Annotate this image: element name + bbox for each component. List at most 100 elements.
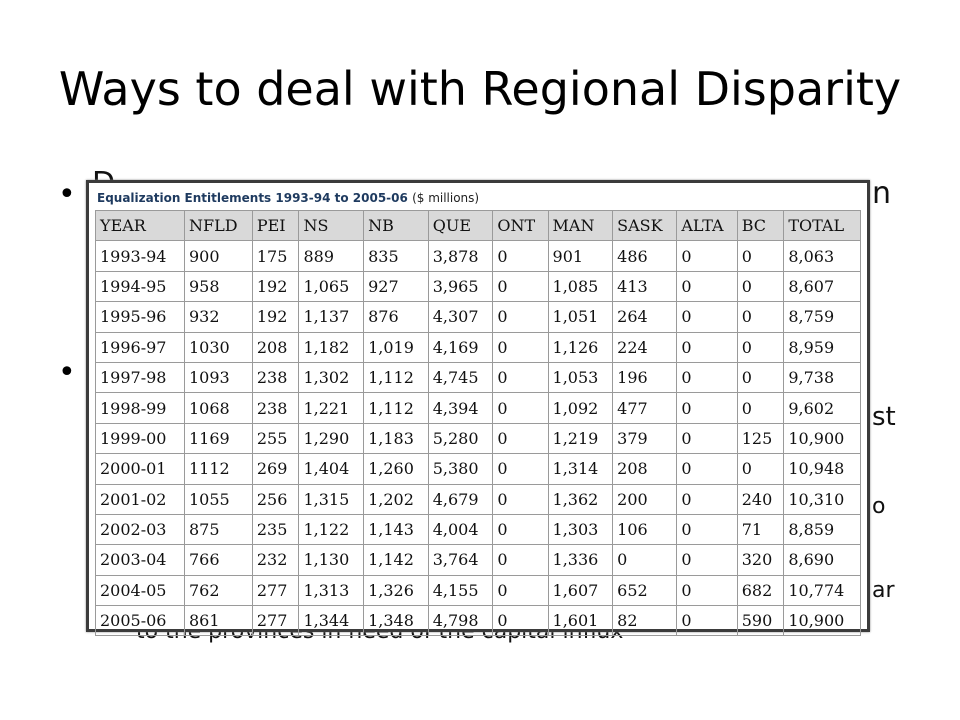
table-row: 1995-96 932 192 1,137 876 4,307 0 1,051 264 0 0 8,7…	[95, 301, 861, 333]
table-row: 2005-06 861 277 1,344 1,348 4,798 0 1,601 82 0 590…	[95, 605, 861, 637]
table-cell: 8,759	[783, 301, 861, 333]
column-header-alta: ALTA	[676, 209, 738, 242]
table-cell: 1,302	[298, 361, 365, 394]
table-cell: 1,065	[298, 270, 365, 303]
table-cell: 2002-03	[95, 513, 185, 546]
table-cell: 0	[736, 331, 785, 363]
table-cell: 682	[736, 574, 785, 607]
column-header-total: TOTAL	[783, 209, 861, 242]
table-cell: 71	[736, 513, 785, 546]
table-cell: 0	[676, 453, 738, 485]
table-cell: 9,602	[783, 392, 861, 424]
table-cell: 652	[612, 574, 678, 607]
table-cell: 256	[251, 483, 300, 515]
table-cell: 0	[736, 301, 785, 333]
table-cell: 0	[676, 361, 738, 394]
table-cell: 4,004	[427, 513, 494, 546]
table-row: 1999-00 1169 255 1,290 1,183 5,280 0 1,219 379 0 1…	[95, 422, 861, 455]
table-cell: 1169	[183, 422, 253, 455]
table-cell: 0	[676, 574, 738, 607]
table-cell: 590	[736, 605, 785, 637]
table-cell: 255	[251, 422, 300, 455]
table-cell: 0	[676, 513, 738, 546]
table-row: 2003-04 766 232 1,130 1,142 3,764 0 1,336 0 0 320 8…	[95, 544, 861, 576]
table-cell: 9,738	[783, 361, 861, 394]
table-cell: 0	[492, 331, 549, 363]
table-caption-title: Equalization Entitlements 1993-94 to 200…	[97, 191, 408, 205]
table-cell: 0	[736, 361, 785, 394]
obscured-text-frag-3: ar	[872, 578, 895, 603]
column-header-year: YEAR	[95, 209, 185, 242]
table-cell: 240	[736, 483, 785, 515]
table-cell: 4,394	[427, 392, 494, 424]
table-cell: 269	[251, 453, 300, 485]
table-cell: 1,142	[363, 544, 429, 576]
table-cell: 0	[676, 483, 738, 515]
table-cell: 0	[736, 392, 785, 424]
table-cell: 10,310	[783, 483, 861, 515]
table-cell: 1,126	[547, 331, 614, 363]
table-cell: 0	[736, 453, 785, 485]
table-cell: 10,774	[783, 574, 861, 607]
table-cell: 1998-99	[95, 392, 185, 424]
table-cell: 1112	[183, 453, 253, 485]
table-cell: 1,219	[547, 422, 614, 455]
table-cell: 238	[251, 361, 300, 394]
table-cell: 1994-95	[95, 270, 185, 303]
table-cell: 3,764	[427, 544, 494, 576]
column-header-ns: NS	[298, 209, 365, 242]
table-cell: 0	[676, 270, 738, 303]
table-cell: 0	[492, 513, 549, 546]
table-cell: 413	[612, 270, 678, 303]
table-row: 1996-97 1030 208 1,182 1,019 4,169 0 1,126 224 0 0…	[95, 331, 861, 363]
table-cell: 3,965	[427, 270, 494, 303]
table-cell: 1,314	[547, 453, 614, 485]
table-cell: 238	[251, 392, 300, 424]
column-header-que: QUE	[427, 209, 494, 242]
column-header-ont: ONT	[492, 209, 549, 242]
table-cell: 235	[251, 513, 300, 546]
table-cell: 10,900	[783, 422, 861, 455]
table-cell: 1,122	[298, 513, 365, 546]
table-cell: 0	[676, 392, 738, 424]
column-header-nfld: NFLD	[183, 209, 253, 242]
table-cell: 196	[612, 361, 678, 394]
table-cell: 224	[612, 331, 678, 363]
table-cell: 2001-02	[95, 483, 185, 515]
table-cell: 1,290	[298, 422, 365, 455]
table-cell: 1,348	[363, 605, 429, 637]
table-cell: 1055	[183, 483, 253, 515]
table-cell: 208	[251, 331, 300, 363]
table-cell: 1093	[183, 361, 253, 394]
table-cell: 477	[612, 392, 678, 424]
table-cell: 82	[612, 605, 678, 637]
column-header-bc: BC	[736, 209, 785, 242]
slide-title: Ways to deal with Regional Disparity	[58, 62, 902, 116]
table-row: 1998-99 1068 238 1,221 1,112 4,394 0 1,092 477 0 0…	[95, 392, 861, 424]
table-cell: 1,092	[547, 392, 614, 424]
table-cell: 10,900	[783, 605, 861, 637]
table-cell: 0	[492, 453, 549, 485]
table-header-row: YEAR NFLD PEI NS NB QUE ONT MAN SASK ALTA BC TOTAL	[95, 209, 861, 242]
table-cell: 875	[183, 513, 253, 546]
table-row: 1993-94 900 175 889 835 3,878 0 901 486 0 0 8,063	[95, 240, 861, 272]
table-cell: 1997-98	[95, 361, 185, 394]
table-cell: 889	[298, 240, 365, 272]
table-cell: 1,130	[298, 544, 365, 576]
bullet-1: •	[58, 177, 76, 212]
table-cell: 0	[492, 605, 549, 637]
table-cell: 0	[492, 574, 549, 607]
table-cell: 208	[612, 453, 678, 485]
equalization-table-image: Equalization Entitlements 1993-94 to 200…	[86, 180, 870, 637]
table-cell: 0	[676, 331, 738, 363]
column-header-sask: SASK	[612, 209, 678, 242]
table-cell: 0	[676, 544, 738, 576]
table-cell: 232	[251, 544, 300, 576]
table-cell: 1993-94	[95, 240, 185, 272]
table-cell: 8,063	[783, 240, 861, 272]
table-cell: 1,019	[363, 331, 429, 363]
table-row: 1997-98 1093 238 1,302 1,112 4,745 0 1,053 196 0 0…	[95, 361, 861, 394]
table-cell: 0	[492, 240, 549, 272]
table-cell: 264	[612, 301, 678, 333]
table-cell: 0	[492, 392, 549, 424]
